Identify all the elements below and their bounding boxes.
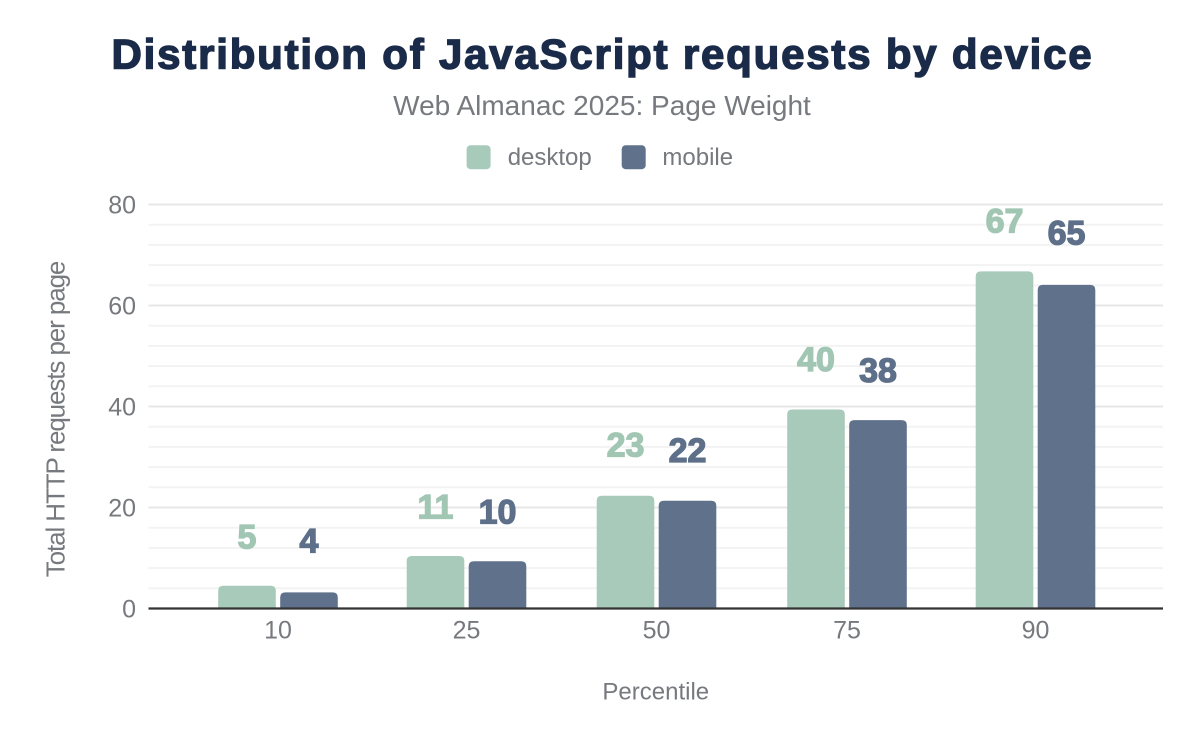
svg-text:10: 10 — [264, 616, 292, 644]
svg-text:50: 50 — [643, 616, 671, 644]
svg-text:desktop: desktop — [508, 144, 592, 171]
svg-text:10: 10 — [479, 493, 517, 531]
svg-text:5: 5 — [238, 519, 257, 557]
svg-text:65: 65 — [1048, 215, 1086, 253]
svg-text:22: 22 — [669, 432, 707, 470]
svg-text:20: 20 — [108, 495, 136, 523]
svg-text:Percentile: Percentile — [602, 679, 709, 706]
svg-text:90: 90 — [1022, 616, 1050, 644]
svg-text:mobile: mobile — [662, 144, 733, 171]
svg-text:67: 67 — [986, 203, 1024, 241]
svg-text:23: 23 — [607, 427, 645, 465]
svg-text:40: 40 — [108, 394, 136, 422]
svg-text:4: 4 — [300, 523, 319, 561]
svg-text:60: 60 — [108, 293, 136, 321]
svg-text:40: 40 — [797, 341, 835, 379]
svg-text:25: 25 — [453, 616, 481, 644]
svg-text:0: 0 — [122, 596, 136, 624]
svg-text:38: 38 — [859, 352, 897, 390]
svg-text:80: 80 — [108, 192, 136, 220]
svg-text:Web Almanac 2025: Page Weight: Web Almanac 2025: Page Weight — [393, 90, 811, 121]
svg-text:75: 75 — [833, 616, 861, 644]
svg-text:Distribution of JavaScript req: Distribution of JavaScript requests by d… — [112, 31, 1094, 78]
svg-text:11: 11 — [418, 489, 454, 527]
svg-text:Total HTTP requests per page: Total HTTP requests per page — [41, 261, 71, 577]
